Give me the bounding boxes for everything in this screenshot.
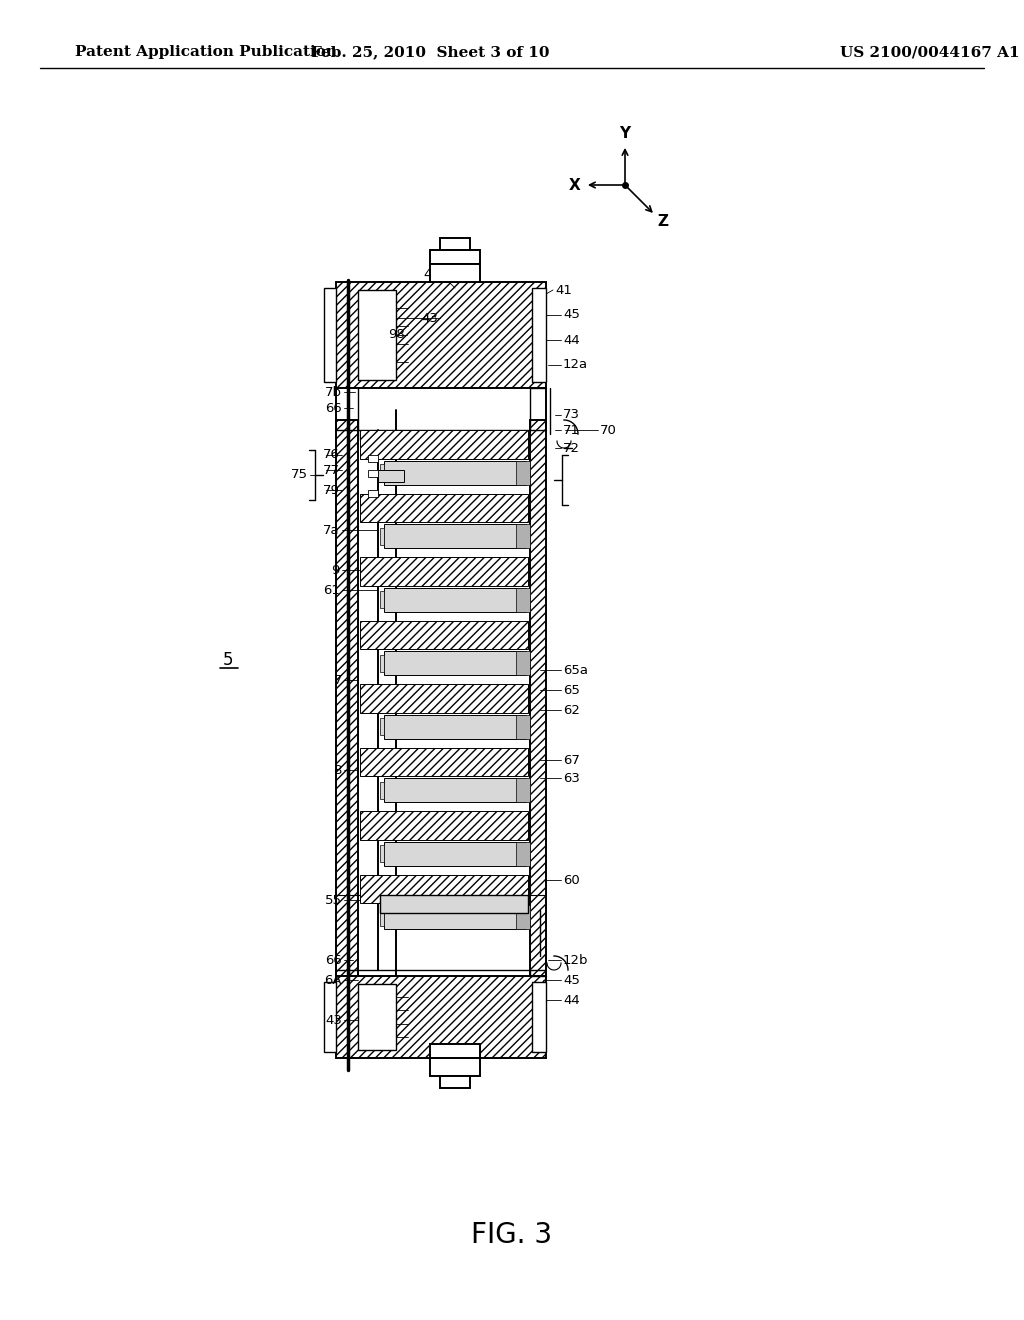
Text: Feb. 25, 2010  Sheet 3 of 10: Feb. 25, 2010 Sheet 3 of 10 [310,45,549,59]
Bar [380,655,384,672]
Text: 66: 66 [326,401,342,414]
Text: 79: 79 [324,483,340,496]
Text: Patent Application Publication: Patent Application Publication [75,45,337,59]
Bar [530,420,546,979]
Text: 12b: 12b [563,953,589,966]
Bar [516,714,530,739]
Text: 7b: 7b [325,385,342,399]
Bar [384,524,526,548]
Text: 42: 42 [423,268,440,281]
Bar [360,875,528,903]
Text: 72: 72 [563,441,580,454]
Text: 71: 71 [563,424,580,437]
Bar [380,528,384,545]
Bar [380,909,384,925]
Bar [516,461,530,484]
Bar [516,587,530,611]
Text: 61: 61 [324,583,340,597]
Text: 43: 43 [421,312,438,325]
Bar [384,714,526,739]
Bar [360,812,528,840]
Bar [516,842,530,866]
Bar [384,779,526,803]
Bar [430,264,480,282]
Text: 43: 43 [326,1014,342,1027]
Bar [516,779,530,803]
Text: 67: 67 [563,754,580,767]
Text: 65: 65 [563,684,580,697]
Bar [384,587,526,611]
Bar [380,781,384,799]
Bar [336,975,546,1059]
Text: FIG. 3: FIG. 3 [471,1221,553,1249]
Text: 5: 5 [223,651,233,669]
Bar [430,249,480,264]
Bar [368,470,378,477]
Bar [516,524,530,548]
Text: 65a: 65a [563,664,588,676]
Text: Y: Y [620,127,631,141]
Text: 98: 98 [388,329,406,342]
Bar [324,288,336,381]
Text: 73: 73 [563,408,580,421]
Bar [360,684,528,713]
Bar [380,845,384,862]
Text: US 2100/0044167 A1: US 2100/0044167 A1 [840,45,1020,59]
Bar [384,906,526,929]
Text: X: X [569,177,581,193]
Bar [368,455,378,462]
Text: 75: 75 [291,469,308,482]
Text: 7a: 7a [324,524,340,536]
Bar [360,494,528,523]
Text: 76: 76 [324,449,340,462]
Bar [378,470,404,482]
Bar [360,557,528,586]
Text: 45: 45 [563,309,580,322]
Text: 6A: 6A [325,974,342,986]
Bar [368,490,378,498]
Text: 63: 63 [563,771,580,784]
Bar [384,651,526,676]
Text: 70: 70 [600,424,616,437]
Text: 41: 41 [465,1059,482,1072]
Bar [440,238,470,249]
Text: 77: 77 [323,463,340,477]
Text: Z: Z [657,214,669,228]
Bar [430,1059,480,1076]
Bar [384,461,526,484]
Text: 62: 62 [563,704,580,717]
Bar [430,1044,480,1059]
Bar [336,420,358,979]
Bar [384,842,526,866]
Bar [380,895,528,913]
Bar [358,983,396,1049]
Text: 7: 7 [334,673,342,686]
Text: 66: 66 [326,953,342,966]
Bar [336,282,546,388]
Bar [358,290,396,380]
Bar [380,465,384,480]
Text: 44: 44 [563,994,580,1006]
Bar [360,620,528,649]
Bar [440,1076,470,1088]
Bar [324,982,336,1052]
Bar [532,982,546,1052]
Text: 8: 8 [334,763,342,776]
Bar [380,591,384,609]
Text: 55: 55 [325,894,342,907]
Text: 12a: 12a [563,359,588,371]
Text: 44: 44 [563,334,580,346]
Bar [380,718,384,735]
Bar [532,288,546,381]
Bar [360,430,528,458]
Text: 41: 41 [555,284,571,297]
Text: 60: 60 [563,874,580,887]
Text: 9: 9 [332,564,340,577]
Bar [360,747,528,776]
Bar [516,906,530,929]
Text: 45: 45 [563,974,580,986]
Bar [516,651,530,676]
